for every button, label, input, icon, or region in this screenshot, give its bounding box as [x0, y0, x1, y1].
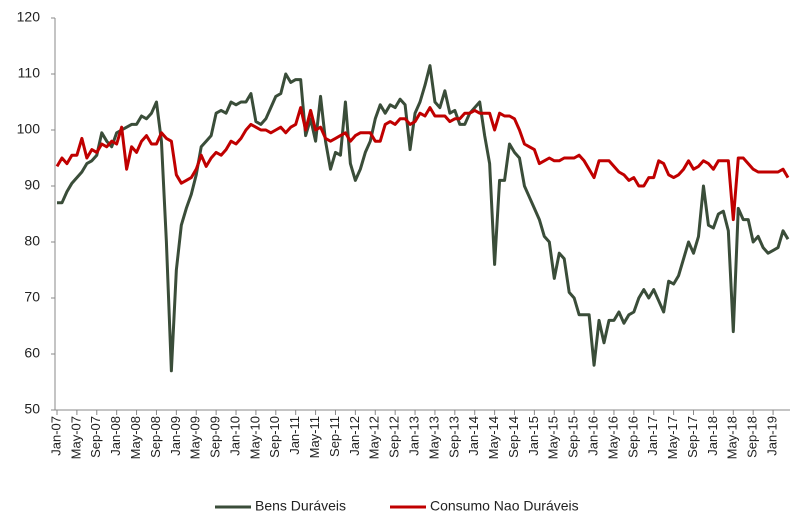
x-tick-label: Sep-14 [506, 416, 521, 458]
x-tick-label: Jan-09 [168, 416, 183, 456]
legend-label: Consumo Nao Duráveis [430, 498, 579, 514]
x-tick-label: May-15 [546, 416, 561, 459]
x-tick-label: Sep-13 [446, 416, 461, 458]
y-tick-label: 120 [17, 9, 41, 25]
x-tick-label: Sep-17 [685, 416, 700, 458]
x-tick-label: Sep-15 [566, 416, 581, 458]
x-tick-label: Sep-07 [88, 416, 103, 458]
series-line [55, 106, 790, 222]
y-tick-label: 60 [24, 345, 40, 361]
x-tick-label: Jan-19 [765, 416, 780, 456]
y-tick-label: 90 [24, 177, 40, 193]
x-tick-label: May-09 [188, 416, 203, 459]
x-tick-label: May-16 [605, 416, 620, 459]
x-tick-label: Jan-18 [705, 416, 720, 456]
legend-label: Bens Duráveis [255, 498, 346, 514]
x-tick-label: May-17 [665, 416, 680, 459]
series-line [57, 64, 790, 373]
x-tick-label: Sep-16 [625, 416, 640, 458]
x-tick-label: Sep-08 [148, 416, 163, 458]
x-tick-label: Sep-10 [267, 416, 282, 458]
y-tick-label: 100 [17, 121, 41, 137]
y-tick-label: 110 [18, 65, 41, 81]
x-tick-label: Jan-13 [406, 416, 421, 456]
x-tick-label: May-11 [307, 416, 322, 458]
y-tick-label: 50 [24, 401, 40, 417]
x-tick-label: May-08 [128, 416, 143, 459]
x-tick-label: Jan-07 [48, 416, 63, 456]
x-tick-label: Jan-17 [645, 416, 660, 456]
x-tick-label: Sep-12 [387, 416, 402, 458]
x-tick-label: May-12 [367, 416, 382, 459]
x-tick-label: May-07 [68, 416, 83, 459]
x-tick-label: May-10 [247, 416, 262, 459]
x-tick-label: May-18 [725, 416, 740, 459]
x-tick-label: Jan-10 [227, 416, 242, 456]
x-tick-label: Jan-11 [287, 416, 302, 455]
x-tick-label: Jan-08 [108, 416, 123, 456]
x-tick-label: Sep-09 [208, 416, 223, 458]
x-tick-label: Jan-14 [466, 416, 481, 456]
x-tick-label: May-14 [486, 416, 501, 459]
y-tick-label: 80 [24, 233, 40, 249]
x-tick-label: Jan-16 [585, 416, 600, 456]
x-tick-label: Jan-15 [526, 416, 541, 456]
x-tick-label: Jan-12 [347, 416, 362, 456]
x-tick-label: Sep-18 [745, 416, 760, 458]
y-tick-label: 70 [24, 289, 40, 305]
x-tick-label: May-13 [426, 416, 441, 459]
x-tick-label: Sep-11 [327, 416, 342, 457]
